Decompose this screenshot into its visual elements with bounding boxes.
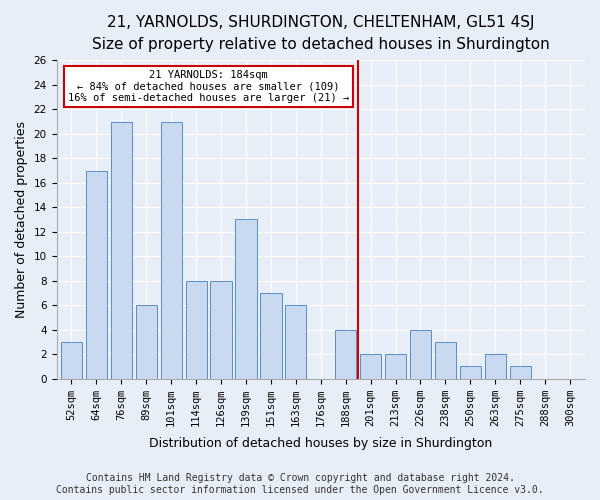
Bar bbox=[211, 280, 232, 378]
Bar bbox=[385, 354, 406, 378]
Bar bbox=[86, 170, 107, 378]
X-axis label: Distribution of detached houses by size in Shurdington: Distribution of detached houses by size … bbox=[149, 437, 493, 450]
Bar bbox=[61, 342, 82, 378]
Bar bbox=[185, 280, 207, 378]
Bar bbox=[509, 366, 531, 378]
Text: 21 YARNOLDS: 184sqm
← 84% of detached houses are smaller (109)
16% of semi-detac: 21 YARNOLDS: 184sqm ← 84% of detached ho… bbox=[68, 70, 349, 103]
Bar bbox=[285, 305, 307, 378]
Title: 21, YARNOLDS, SHURDINGTON, CHELTENHAM, GL51 4SJ
Size of property relative to det: 21, YARNOLDS, SHURDINGTON, CHELTENHAM, G… bbox=[92, 15, 550, 52]
Y-axis label: Number of detached properties: Number of detached properties bbox=[15, 121, 28, 318]
Bar bbox=[410, 330, 431, 378]
Bar bbox=[111, 122, 132, 378]
Bar bbox=[235, 220, 257, 378]
Text: Contains HM Land Registry data © Crown copyright and database right 2024.
Contai: Contains HM Land Registry data © Crown c… bbox=[56, 474, 544, 495]
Bar bbox=[136, 305, 157, 378]
Bar bbox=[335, 330, 356, 378]
Bar bbox=[161, 122, 182, 378]
Bar bbox=[435, 342, 456, 378]
Bar bbox=[360, 354, 381, 378]
Bar bbox=[485, 354, 506, 378]
Bar bbox=[460, 366, 481, 378]
Bar bbox=[260, 293, 281, 378]
